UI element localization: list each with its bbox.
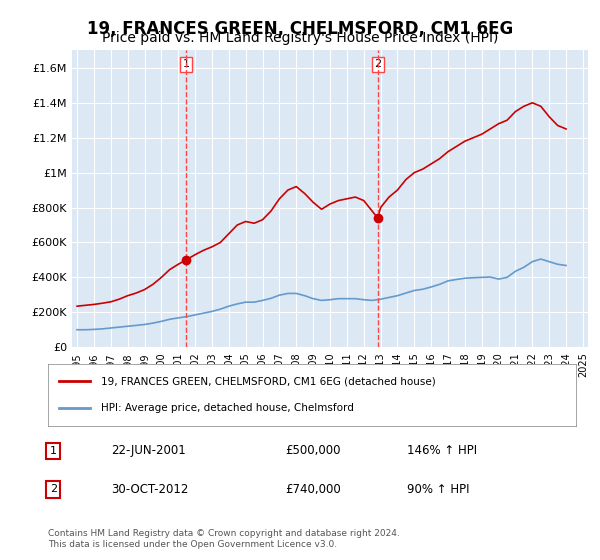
Text: 1: 1 <box>182 59 190 69</box>
Text: 2: 2 <box>50 484 57 494</box>
Text: 90% ↑ HPI: 90% ↑ HPI <box>407 483 470 496</box>
Text: 1: 1 <box>50 446 57 456</box>
Text: HPI: Average price, detached house, Chelmsford: HPI: Average price, detached house, Chel… <box>101 403 353 413</box>
Text: £740,000: £740,000 <box>286 483 341 496</box>
Text: 22-JUN-2001: 22-JUN-2001 <box>112 445 186 458</box>
Text: £500,000: £500,000 <box>286 445 341 458</box>
Text: 2: 2 <box>374 59 381 69</box>
Text: 19, FRANCES GREEN, CHELMSFORD, CM1 6EG: 19, FRANCES GREEN, CHELMSFORD, CM1 6EG <box>87 20 513 38</box>
Text: 146% ↑ HPI: 146% ↑ HPI <box>407 445 477 458</box>
Text: Price paid vs. HM Land Registry's House Price Index (HPI): Price paid vs. HM Land Registry's House … <box>102 31 498 45</box>
Text: 19, FRANCES GREEN, CHELMSFORD, CM1 6EG (detached house): 19, FRANCES GREEN, CHELMSFORD, CM1 6EG (… <box>101 376 436 386</box>
Text: 30-OCT-2012: 30-OCT-2012 <box>112 483 189 496</box>
Text: Contains HM Land Registry data © Crown copyright and database right 2024.
This d: Contains HM Land Registry data © Crown c… <box>48 529 400 549</box>
